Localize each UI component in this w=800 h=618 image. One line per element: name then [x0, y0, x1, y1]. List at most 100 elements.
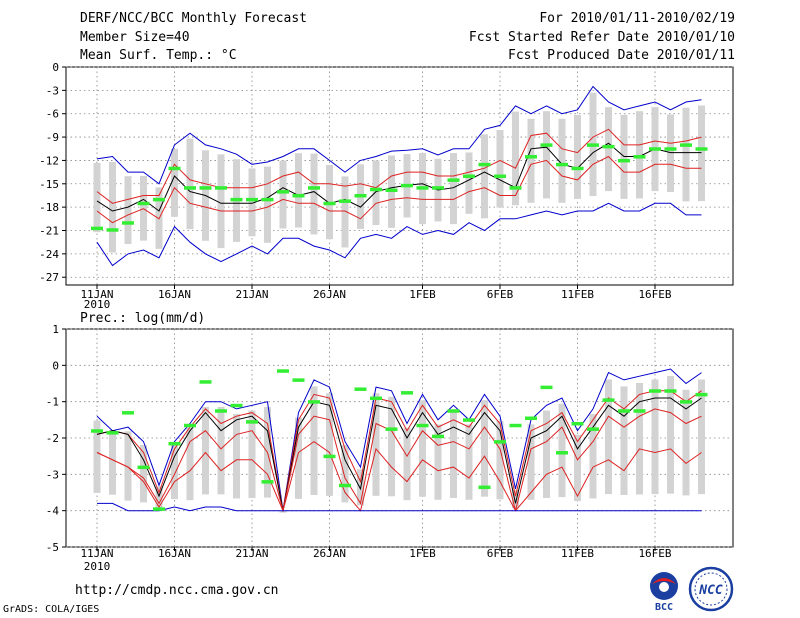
panel2-marker [463, 418, 475, 422]
panel1-spread-box [124, 176, 132, 245]
panel2-spread-box [217, 406, 225, 495]
panel2-ytick-label: 0 [52, 359, 59, 372]
panel2-ytick-label: -2 [46, 432, 59, 445]
panel1-marker [246, 197, 258, 202]
panel2-marker [664, 389, 677, 393]
panel2-ytick-label: -5 [46, 541, 59, 554]
panel2-spread-box [496, 420, 504, 500]
panel2-marker [122, 411, 134, 415]
panel2-marker [370, 396, 382, 401]
panel2-marker [695, 392, 708, 397]
panel2-xtick-label: 11FEB [561, 547, 594, 560]
panel2-ytick-label: -3 [46, 468, 59, 481]
produced-date: Fcst Produced Date 2010/01/11 [508, 48, 735, 63]
panel2-marker [494, 440, 506, 444]
panel2-spread-box [233, 414, 240, 499]
panel2-spread-box [419, 400, 426, 497]
panel2-spread-box [109, 434, 116, 495]
panel1-spread-box [481, 134, 488, 219]
panel1-marker [308, 186, 320, 190]
panel1-marker [277, 190, 289, 194]
bcc-logo-text: BCC [655, 602, 673, 612]
panel1-spread-box [217, 154, 225, 249]
panel1-spread-box [109, 161, 116, 253]
panel2-marker [308, 400, 320, 404]
panel2-spread-box [620, 386, 628, 495]
panel2-marker [385, 427, 398, 431]
panel2-xtick-label: 6FEB [487, 547, 514, 560]
panel2-marker [447, 409, 460, 413]
member-size-label: Member Size=40 [80, 30, 190, 45]
bcc-logo-arc [652, 578, 676, 584]
panel1-ytick-label: -3 [46, 84, 59, 97]
panel2-xtick-label: 26JAN [313, 547, 346, 560]
grads-credit: GrADS: COLA/IGES [3, 604, 100, 615]
panel2-spread-box [310, 386, 318, 495]
panel2-marker [230, 403, 243, 408]
panel2-group: 1 0 -1 -2 -3 -4 -5 11JAN 16JAN 21JAN 26JAN 1FEB 6FEB… [46, 311, 734, 573]
panel2-marker [215, 409, 227, 413]
panel2-spread-box [124, 431, 132, 501]
panel1-marker [602, 144, 615, 149]
panel2-spread-box [403, 427, 411, 501]
panel2-marker [401, 391, 413, 395]
variable-label: Mean Surf. Temp.: °C [80, 48, 237, 63]
panel2-spread-box [512, 489, 519, 509]
panel1-marker [168, 166, 181, 171]
panel1-spread-box [295, 153, 302, 228]
panel1-xtick-label: 21JAN [235, 288, 268, 301]
panel1-marker [618, 158, 630, 163]
panel2-line-upper [96, 390, 702, 511]
panel2-spread-box [543, 410, 550, 499]
panel1-marker [184, 186, 196, 190]
panel1-marker [540, 143, 553, 147]
panel1-line-mean [96, 142, 702, 212]
panel1-spread-box [605, 107, 612, 192]
panel2-spread-box [574, 434, 581, 502]
panel2-marker [91, 429, 103, 433]
panel1-marker [230, 197, 243, 202]
panel1-ytick-label: -12 [39, 154, 59, 167]
panel2-spread-box [450, 410, 457, 499]
panel2-spread-box [465, 424, 473, 500]
panel1-marker [370, 187, 382, 192]
panel2-marker [354, 387, 367, 391]
panel2-title: Prec.: log(mm/d) [80, 311, 205, 326]
panel2-marker [618, 409, 630, 413]
panel2-marker [633, 409, 646, 413]
panel1-ytick-label: 0 [52, 61, 59, 74]
panel1-spread-box [450, 153, 457, 225]
panel1-spread-box [574, 114, 581, 199]
panel1-spread-box [279, 160, 287, 229]
panel2-spread-box [651, 379, 659, 495]
panel1-spread-box [186, 138, 194, 230]
panel1-marker [354, 193, 367, 198]
panel2-spread-box [140, 445, 147, 503]
panel2-spread-box [186, 427, 194, 501]
panel1-marker [215, 186, 227, 190]
panel1-xtick-label: 6FEB [487, 288, 514, 301]
panel1-marker [509, 186, 522, 190]
panel2-marker [168, 441, 181, 446]
panel1-marker [106, 228, 119, 232]
panel1-spread-box [527, 118, 535, 203]
panel1-spread-box [171, 148, 178, 217]
panel2-marker [649, 389, 661, 393]
bcc-logo: BCC [650, 572, 678, 612]
panel1-marker [664, 147, 677, 151]
panel1-ytick-label: -18 [39, 201, 59, 214]
panel2-ytick-label: 1 [52, 323, 59, 336]
panel2-spread-box [636, 382, 643, 495]
panel2-marker [571, 421, 584, 426]
panel1-spread-box [248, 168, 256, 237]
panel1-spread-box [698, 105, 705, 202]
panel1-marker [633, 155, 646, 159]
panel2-marker [602, 398, 615, 402]
panel2-marker [556, 451, 568, 455]
panel1-xtick-label: 1FEB [409, 288, 436, 301]
panel1-line-upper [96, 128, 702, 204]
panel1-group: 0 -3 -6 -9 -12 -15 -18 -21 -24 -27 11JAN 16JAN 21JAN… [39, 61, 734, 311]
panel1-marker [153, 197, 165, 202]
panel1-spread-box [558, 118, 566, 203]
panel1-marker [680, 143, 692, 147]
